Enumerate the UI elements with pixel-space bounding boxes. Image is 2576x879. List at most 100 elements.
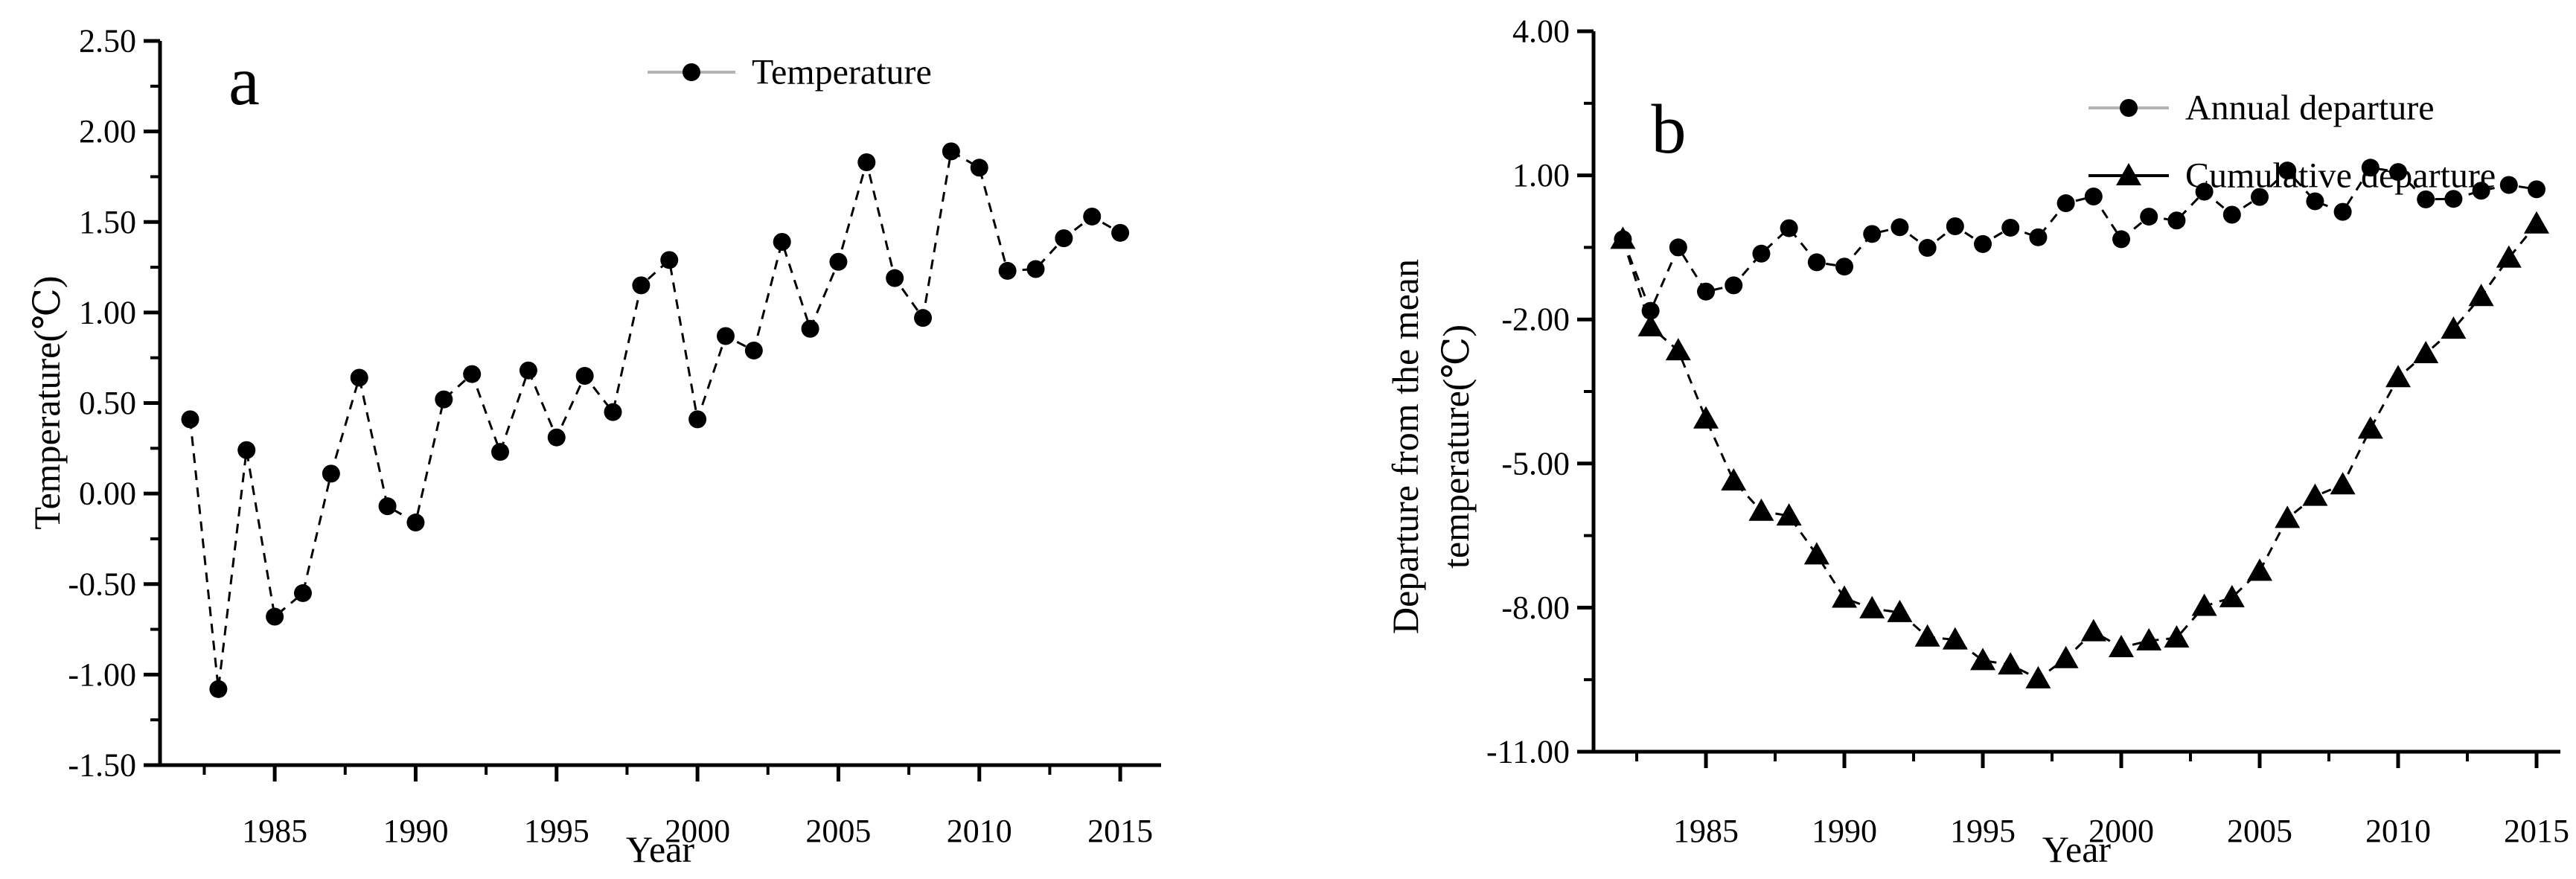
data-point-circle-1993: [1918, 239, 1937, 258]
data-point-triangle-2000: [2109, 634, 2135, 657]
data-point-triangle-1993: [1914, 624, 1940, 647]
data-point-circle-2011: [2417, 190, 2435, 208]
x-tick-label: 2000: [2088, 813, 2154, 849]
data-point-circle-2008: [2333, 202, 2352, 221]
x-tick-label: 2010: [947, 813, 1012, 849]
chart-b-yaxis-title-line2: temperature(℃): [1435, 325, 1477, 569]
chart-b-yaxis-title-line1: Departure from the mean: [1384, 259, 1426, 634]
data-point-circle-2013: [1055, 229, 1073, 248]
data-point-triangle-1999: [2080, 619, 2106, 642]
y-tick-label: -8.00: [1501, 589, 1570, 626]
data-point-circle-1987: [322, 464, 340, 483]
data-point-circle-1986: [1725, 276, 1743, 295]
data-point-circle-1983: [1641, 301, 1660, 320]
series-line-1: [1621, 223, 2538, 680]
chart-a-yaxis-title: Temperature(℃): [26, 275, 68, 529]
y-tick-label: 2.50: [79, 23, 136, 60]
data-point-circle-1989: [1807, 253, 1826, 272]
data-point-circle-1994: [519, 361, 537, 380]
data-point-circle-1992: [1891, 218, 1909, 237]
data-point-triangle-2004: [2219, 584, 2245, 607]
y-tick-label: -1.50: [68, 747, 136, 784]
data-point-triangle-2010: [2385, 365, 2412, 388]
data-point-triangle-1989: [1803, 542, 1829, 565]
data-point-triangle-2013: [2468, 284, 2494, 307]
y-tick-label: -1.00: [68, 656, 136, 693]
chart-b-axes: -11.00 -8.00 -5.00 -2.00 1.00 4.00 1985 1990 199…: [1486, 13, 2569, 850]
data-point-circle-1994: [1946, 217, 1964, 236]
axis-frame: [158, 41, 1161, 767]
y-tick-label: 0.00: [79, 476, 136, 512]
data-point-triangle-1984: [1665, 338, 1691, 361]
data-point-circle-1998: [2056, 194, 2075, 213]
y-tick-label: 0.50: [79, 385, 136, 421]
chart-a-xaxis-title: Year: [626, 828, 694, 870]
chart-b-departure: -11.00 -8.00 -5.00 -2.00 1.00 4.00 1985 1990 199…: [1384, 13, 2569, 871]
data-point-circle-2001: [716, 327, 735, 345]
y-tick-label: 2.00: [79, 113, 136, 150]
legend-marker-circle: [683, 63, 700, 81]
data-point-circle-2006: [857, 153, 876, 171]
chart-b-series: [1610, 159, 2550, 688]
y-tick-label: 1.00: [79, 294, 136, 330]
data-point-triangle-1987: [1748, 498, 1774, 521]
data-point-circle-1991: [1863, 225, 1882, 243]
chart-b-xaxis-title: Year: [2042, 828, 2111, 870]
panel-a-letter: a: [228, 42, 260, 120]
data-point-circle-1990: [406, 514, 425, 532]
data-point-circle-1984: [1669, 238, 1687, 257]
data-point-circle-1982: [181, 410, 199, 429]
data-point-triangle-2009: [2357, 416, 2383, 439]
data-point-triangle-2006: [2275, 505, 2301, 528]
data-point-circle-1983: [209, 680, 228, 698]
panel-a: -1.50 -1.00 -0.50 0.00 0.50 1.00 1.50 2.00 2.50 1…: [26, 23, 1161, 870]
data-point-circle-2014: [2499, 176, 2518, 194]
data-point-circle-1996: [575, 367, 594, 386]
data-point-circle-1985: [266, 607, 284, 626]
data-point-circle-1996: [2001, 218, 2020, 237]
data-point-circle-2015: [2528, 180, 2546, 199]
data-point-triangle-1982: [1610, 226, 1636, 249]
data-point-triangle-1990: [1832, 585, 1858, 608]
data-point-triangle-1996: [1998, 652, 2024, 675]
x-tick-label: 2010: [2365, 813, 2431, 849]
x-tick-label: 1985: [1673, 813, 1739, 849]
series-line-0: [189, 150, 1121, 689]
data-point-circle-2009: [2361, 159, 2380, 177]
data-point-triangle-1991: [1859, 595, 1885, 619]
data-point-triangle-2005: [2247, 558, 2273, 581]
data-point-circle-2000: [2112, 230, 2131, 249]
x-tick-label: 1990: [1812, 813, 1877, 849]
x-tick-label: 2005: [2227, 813, 2292, 849]
x-tick-label: 1985: [242, 813, 307, 849]
chart-b-legend-label-annual: Annual departure: [2185, 89, 2435, 128]
chart-a-series: [181, 142, 1130, 698]
chart-a-legend: Temperature: [648, 53, 932, 92]
data-point-triangle-1995: [1970, 648, 1996, 671]
chart-b-legend-label-cumulative: Cumulative departure: [2185, 156, 2496, 196]
data-point-circle-2001: [2140, 208, 2158, 226]
data-point-circle-2005: [829, 252, 848, 271]
data-point-circle-1984: [237, 441, 256, 459]
data-point-circle-1987: [1752, 244, 1771, 263]
panel-b: -11.00 -8.00 -5.00 -2.00 1.00 4.00 1985 1990 199…: [1288, 0, 2576, 879]
data-point-triangle-2001: [2136, 627, 2162, 651]
data-point-circle-2006: [2278, 162, 2297, 180]
data-point-triangle-1992: [1887, 599, 1913, 622]
data-point-triangle-2003: [2191, 593, 2217, 616]
data-point-circle-2004: [801, 319, 819, 338]
x-tick-label: 2015: [1087, 813, 1153, 849]
x-tick-label: 1990: [383, 813, 448, 849]
axis-frame: [1591, 31, 2560, 754]
panel-b-letter: b: [1652, 91, 1687, 168]
x-tick-label: 2015: [2504, 813, 2569, 849]
data-point-circle-2007: [2306, 192, 2324, 211]
x-tick-label: 1995: [524, 813, 589, 849]
y-tick-label: 1.50: [79, 204, 136, 240]
data-point-circle-1997: [2029, 228, 2048, 246]
y-tick-label: 1.00: [1512, 157, 1570, 194]
data-point-circle-1995: [547, 428, 566, 447]
chart-a-legend-label-temperature: Temperature: [752, 53, 932, 92]
data-point-circle-2000: [688, 410, 707, 429]
